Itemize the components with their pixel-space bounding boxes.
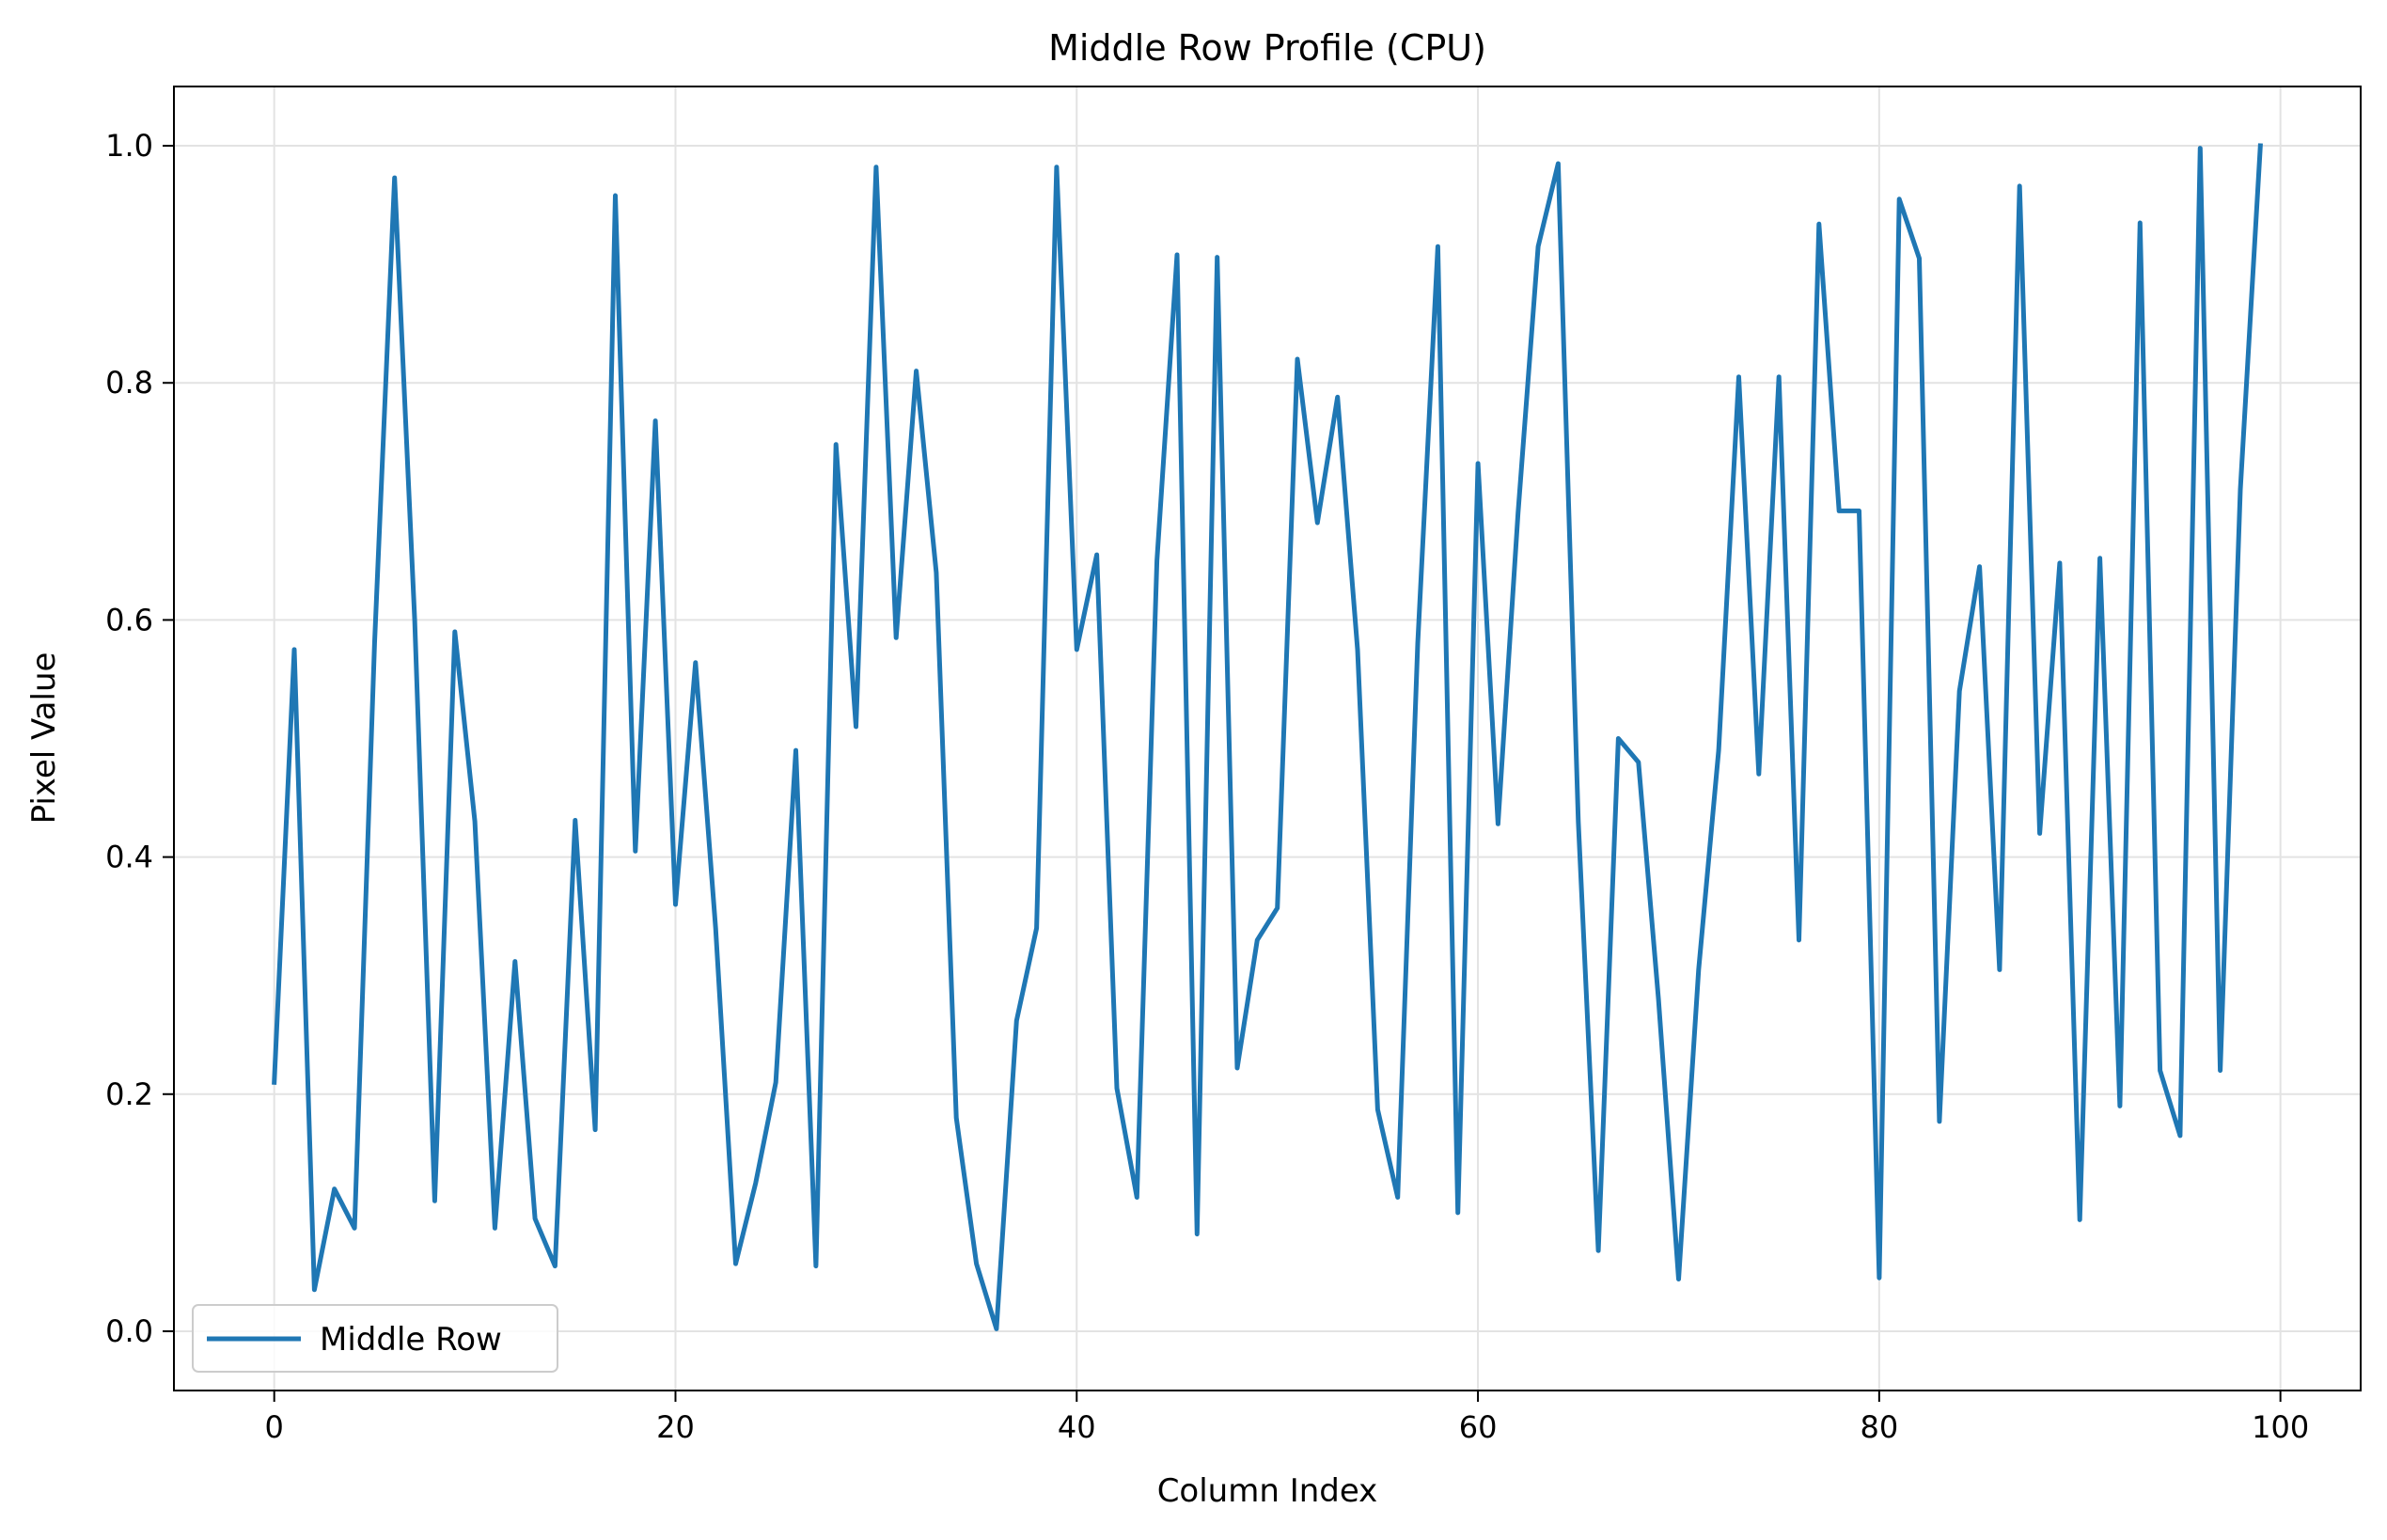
legend-label-middle-row: Middle Row <box>320 1321 502 1359</box>
chart-legend: Middle Row <box>192 1304 558 1373</box>
x-tick-label: 60 <box>1459 1409 1498 1445</box>
x-tick-label: 100 <box>2252 1409 2309 1445</box>
x-tick-label: 80 <box>1860 1409 1898 1445</box>
legend-box <box>192 1304 558 1373</box>
y-axis-label: Pixel Value <box>25 652 63 825</box>
chart-title: Middle Row Profile (CPU) <box>1048 27 1486 69</box>
y-tick-label: 0.2 <box>105 1076 153 1112</box>
grid-lines <box>174 86 2361 1391</box>
data-lines <box>272 143 2263 1331</box>
x-tick-label: 0 <box>265 1409 284 1445</box>
series-line-middle-row <box>272 143 2263 1331</box>
y-tick-label: 1.0 <box>105 128 153 164</box>
plot-area-frame <box>173 86 2362 1391</box>
x-tick-label: 20 <box>656 1409 695 1445</box>
x-axis-label: Column Index <box>1157 1472 1378 1510</box>
y-tick-label: 0.8 <box>105 365 153 401</box>
y-tick-label: 0.4 <box>105 840 153 875</box>
x-tick-label: 40 <box>1058 1409 1096 1445</box>
y-tick-label: 0.0 <box>105 1313 153 1349</box>
axis-ticks: 0 20 40 60 80 100 0.0 0.2 0.4 0.6 0.8 1.0 <box>105 128 2309 1445</box>
y-tick-label: 0.6 <box>105 602 153 637</box>
